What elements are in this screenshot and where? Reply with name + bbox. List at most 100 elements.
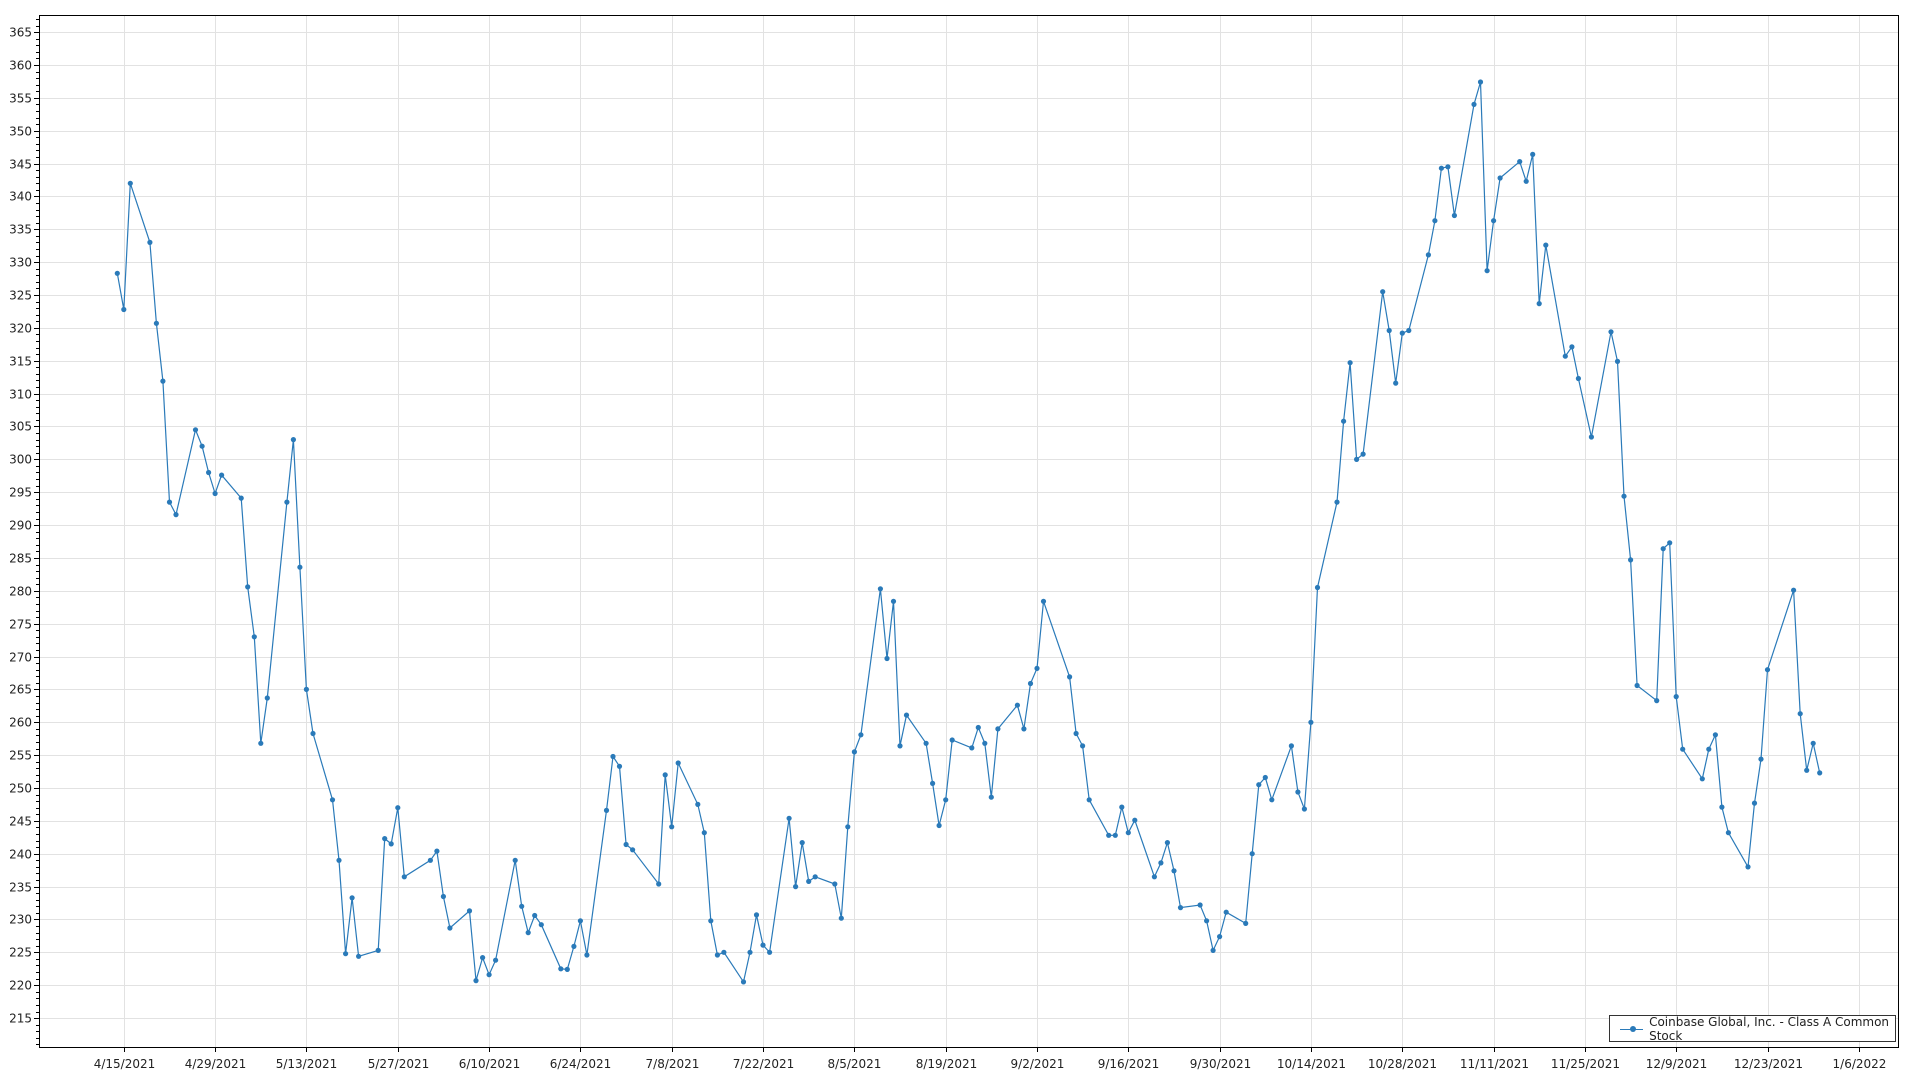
- data-point: [121, 306, 127, 313]
- data-point: [538, 922, 544, 928]
- data-point: [1073, 730, 1079, 737]
- x-tick-label: 12/9/2021: [1646, 1057, 1708, 1071]
- data-point: [1106, 832, 1112, 838]
- x-tick-label: 12/23/2021: [1734, 1057, 1803, 1071]
- data-point: [440, 893, 446, 900]
- data-point: [525, 930, 531, 936]
- data-point: [936, 822, 942, 829]
- data-point: [793, 884, 799, 890]
- data-point: [1569, 344, 1575, 350]
- data-point: [760, 942, 766, 948]
- y-tick-label: 225: [9, 946, 32, 960]
- data-point: [1301, 806, 1307, 812]
- data-point: [114, 270, 120, 276]
- x-tick-label: 10/28/2021: [1368, 1057, 1437, 1071]
- data-point: [349, 895, 355, 901]
- data-point: [695, 801, 701, 808]
- data-point: [1712, 732, 1718, 738]
- data-point: [258, 740, 264, 746]
- data-point: [799, 840, 805, 846]
- data-point: [923, 740, 929, 746]
- data-point: [675, 760, 681, 766]
- y-tick-label: 305: [9, 420, 32, 434]
- y-tick-label: 360: [9, 59, 32, 73]
- data-point: [238, 495, 244, 501]
- data-point: [382, 836, 388, 842]
- y-tick-label: 220: [9, 979, 32, 993]
- data-point: [1745, 864, 1751, 870]
- data-point: [388, 841, 394, 847]
- data-point: [995, 726, 1001, 732]
- data-point: [192, 427, 199, 433]
- y-axis: 215 220 225 230 235 240 245 250 255 260 265 270 275 2…: [9, 19, 39, 1045]
- data-point: [1021, 726, 1027, 732]
- data-point: [219, 472, 225, 478]
- data-point: [812, 874, 818, 880]
- data-point: [1393, 380, 1399, 386]
- data-point: [343, 951, 349, 957]
- data-point: [832, 881, 838, 887]
- legend: Coinbase Global, Inc. - Class A Common S…: [1609, 1015, 1896, 1043]
- data-point: [1699, 776, 1705, 782]
- data-point: [1432, 218, 1438, 224]
- data-point: [1523, 178, 1529, 184]
- data-point: [1497, 175, 1503, 181]
- data-point: [1347, 360, 1353, 366]
- data-point: [1725, 830, 1731, 836]
- data-point: [1177, 905, 1184, 911]
- data-point: [1719, 804, 1725, 810]
- data-point: [603, 807, 610, 814]
- y-tick-label: 260: [9, 716, 32, 730]
- x-tick-label: 6/24/2021: [550, 1057, 612, 1071]
- data-point: [290, 437, 296, 443]
- data-point: [982, 740, 988, 746]
- data-point: [1197, 902, 1203, 908]
- data-point: [708, 918, 714, 924]
- data-point: [434, 848, 440, 854]
- data-point: [1445, 164, 1451, 170]
- plot-area-border: [39, 15, 1899, 1048]
- data-point: [858, 732, 864, 738]
- data-point: [493, 957, 499, 963]
- data-point: [838, 915, 844, 921]
- price-series: [114, 79, 1823, 985]
- data-point: [1810, 740, 1816, 746]
- data-point: [473, 978, 479, 984]
- data-point: [1797, 711, 1803, 717]
- data-point: [206, 469, 212, 476]
- data-point: [558, 966, 564, 972]
- data-point: [1628, 557, 1634, 563]
- data-point: [571, 943, 577, 950]
- data-point: [1119, 804, 1125, 810]
- data-point: [1425, 252, 1431, 258]
- data-point: [701, 830, 707, 836]
- y-tick-label: 230: [9, 913, 32, 927]
- data-point: [1654, 698, 1660, 704]
- data-point: [160, 378, 166, 384]
- x-tick-label: 6/10/2021: [459, 1057, 521, 1071]
- legend-line-marker-icon: [1620, 1024, 1644, 1034]
- x-tick-label: 11/25/2021: [1551, 1057, 1620, 1071]
- y-tick-label: 215: [9, 1012, 32, 1026]
- data-point: [1217, 934, 1223, 940]
- data-point: [1575, 375, 1581, 382]
- data-point: [1158, 860, 1164, 866]
- data-point: [630, 847, 636, 853]
- data-point: [1471, 101, 1477, 107]
- data-point: [1667, 540, 1673, 546]
- y-tick-label: 275: [9, 618, 32, 632]
- data-point: [1817, 770, 1823, 776]
- data-point: [1040, 598, 1047, 604]
- data-point: [1751, 800, 1758, 806]
- data-point: [1112, 832, 1118, 838]
- data-point: [584, 952, 590, 958]
- y-tick-label: 315: [9, 355, 32, 369]
- data-point: [930, 780, 936, 787]
- data-point: [623, 841, 629, 848]
- data-point: [297, 564, 303, 570]
- y-tick-label: 295: [9, 486, 32, 500]
- data-point: [1341, 418, 1347, 424]
- data-point: [1791, 587, 1797, 593]
- y-tick-label: 300: [9, 453, 32, 467]
- data-point: [714, 952, 721, 958]
